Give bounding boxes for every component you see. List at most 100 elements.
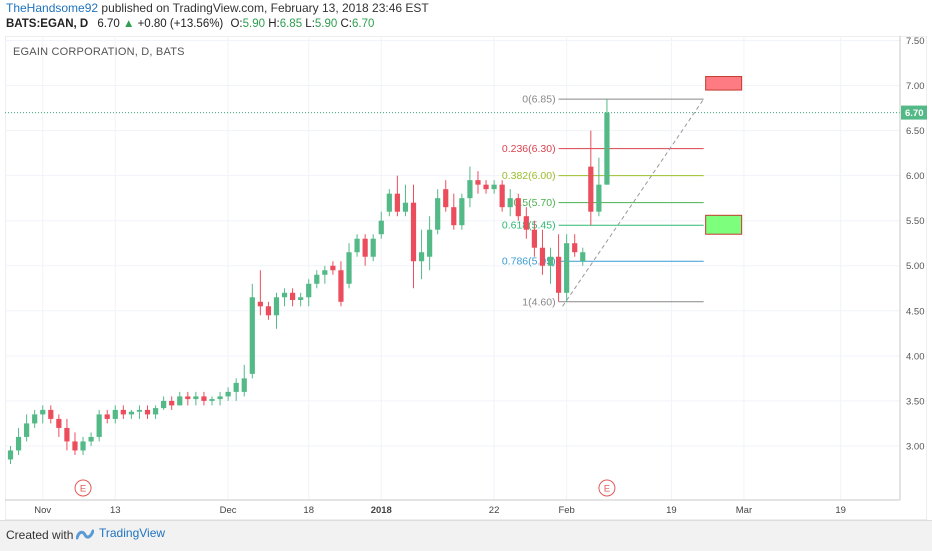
x-tick-label: 19 (666, 505, 677, 516)
candle-body (346, 252, 352, 284)
last-price-tag (901, 105, 927, 120)
y-tick-label: 7.50 (906, 36, 925, 47)
earnings-marker-label: E (80, 484, 86, 495)
candle-body (241, 378, 247, 392)
candle-body (64, 427, 70, 442)
candle-body (56, 418, 62, 428)
candle-body (467, 180, 473, 199)
candle-body (88, 436, 94, 442)
candle-body (547, 256, 554, 266)
fib-level-label: 0(6.85) (522, 94, 555, 106)
buy-zone-box (705, 214, 743, 235)
created-with-label: Created with (6, 528, 74, 542)
candle-body (193, 396, 199, 400)
candle-body (80, 441, 86, 451)
fib-level-label: 0.382(6.00) (502, 170, 556, 182)
candle-body (306, 283, 312, 298)
candle-body (104, 414, 110, 419)
y-tick-label: 4.00 (906, 351, 925, 362)
up-arrow-icon: ▲ (123, 18, 135, 30)
candle-body (378, 220, 384, 235)
close-label: C: (340, 18, 352, 30)
candle-body (169, 400, 175, 406)
price-chart[interactable]: 0(6.85) 0.236(6.30) 0.382(6.00) 0.5(5.70) 0.… (5, 36, 927, 520)
fib-level-label: 0.786(5.05) (502, 256, 556, 268)
y-tick-label: 5.00 (906, 261, 925, 272)
candle-body (298, 297, 304, 300)
candle-body (72, 441, 78, 451)
candle-body (588, 166, 594, 212)
candle-body (418, 252, 425, 262)
candle-body (322, 270, 328, 275)
candle-body (225, 391, 231, 397)
candle-body (523, 216, 529, 230)
tradingview-label: TradingView (99, 526, 166, 540)
x-tick-label: 22 (489, 505, 500, 516)
candle-body (515, 198, 521, 217)
candle-body (580, 252, 586, 262)
earnings-marker-icon (74, 479, 92, 497)
x-tick-label: 2018 (371, 505, 392, 516)
published-text: published on TradingView.com, February 1… (101, 1, 429, 15)
earnings-marker-label: E (604, 484, 610, 495)
x-tick-label: Nov (34, 505, 51, 516)
candle-body (338, 270, 344, 302)
fib-level-label: 0.5(5.70) (514, 197, 556, 209)
x-tick-label: 13 (110, 505, 121, 516)
candle-body (410, 202, 417, 262)
tradingview-link[interactable]: TradingView (76, 526, 165, 540)
candle-body (427, 229, 433, 257)
high-value: 6.85 (279, 18, 303, 30)
candle-body (177, 396, 183, 406)
candle-body (185, 396, 191, 400)
candle-body (161, 400, 167, 409)
candle-body (15, 436, 22, 451)
fib-level-label: 0.236(6.30) (502, 143, 556, 155)
low-value: 5.90 (314, 18, 338, 30)
candle-body (217, 396, 223, 400)
candle-body (596, 184, 602, 212)
candle-body (394, 193, 400, 212)
candle-body (539, 247, 546, 266)
last-price: 6.70 (97, 18, 120, 30)
candle-body (531, 229, 537, 248)
y-tick-label: 7.00 (906, 81, 925, 92)
candle-body (604, 112, 610, 185)
candle-body (120, 409, 126, 415)
open-value: 5.90 (242, 18, 265, 30)
candle-body (507, 198, 513, 208)
author-link[interactable]: TheHandsome92 (6, 1, 99, 15)
high-label: H: (268, 18, 280, 30)
candle-body (265, 306, 272, 316)
candle-body (354, 238, 360, 253)
candle-body (362, 238, 368, 257)
candle-body (330, 265, 336, 271)
candle-body (572, 243, 578, 253)
tradingview-logo-icon (76, 529, 94, 540)
candle-body (314, 274, 320, 284)
close-value: 6.70 (351, 18, 375, 30)
candle-body (451, 207, 457, 226)
candle-body (564, 243, 570, 293)
candle-body (273, 297, 280, 316)
publish-info: TheHandsome92 published on TradingView.c… (6, 1, 429, 15)
ohlc-legend: BATS:EGAN, D 6.70 ▲ +0.80 (+13.56%) O:5.… (6, 18, 374, 30)
candle-body (555, 256, 562, 293)
candle-body (136, 409, 143, 412)
candle-body (402, 202, 409, 212)
y-tick-label: 6.50 (906, 126, 925, 137)
candle-body (233, 382, 239, 392)
candle-body (499, 184, 505, 208)
y-tick-label: 6.00 (906, 171, 925, 182)
x-tick-label: Mar (736, 505, 752, 516)
candle-body (201, 396, 207, 401)
candle-body (112, 409, 118, 419)
candle-body (152, 408, 159, 415)
price-change: +0.80 (+13.56%) (137, 18, 224, 30)
candle-body (96, 414, 102, 437)
symbol-label: BATS:EGAN, D (6, 18, 89, 30)
last-price-tag-label: 6.70 (905, 108, 924, 119)
x-tick-label: 18 (303, 505, 314, 516)
candle-body (491, 184, 497, 190)
candle-body (249, 297, 255, 374)
